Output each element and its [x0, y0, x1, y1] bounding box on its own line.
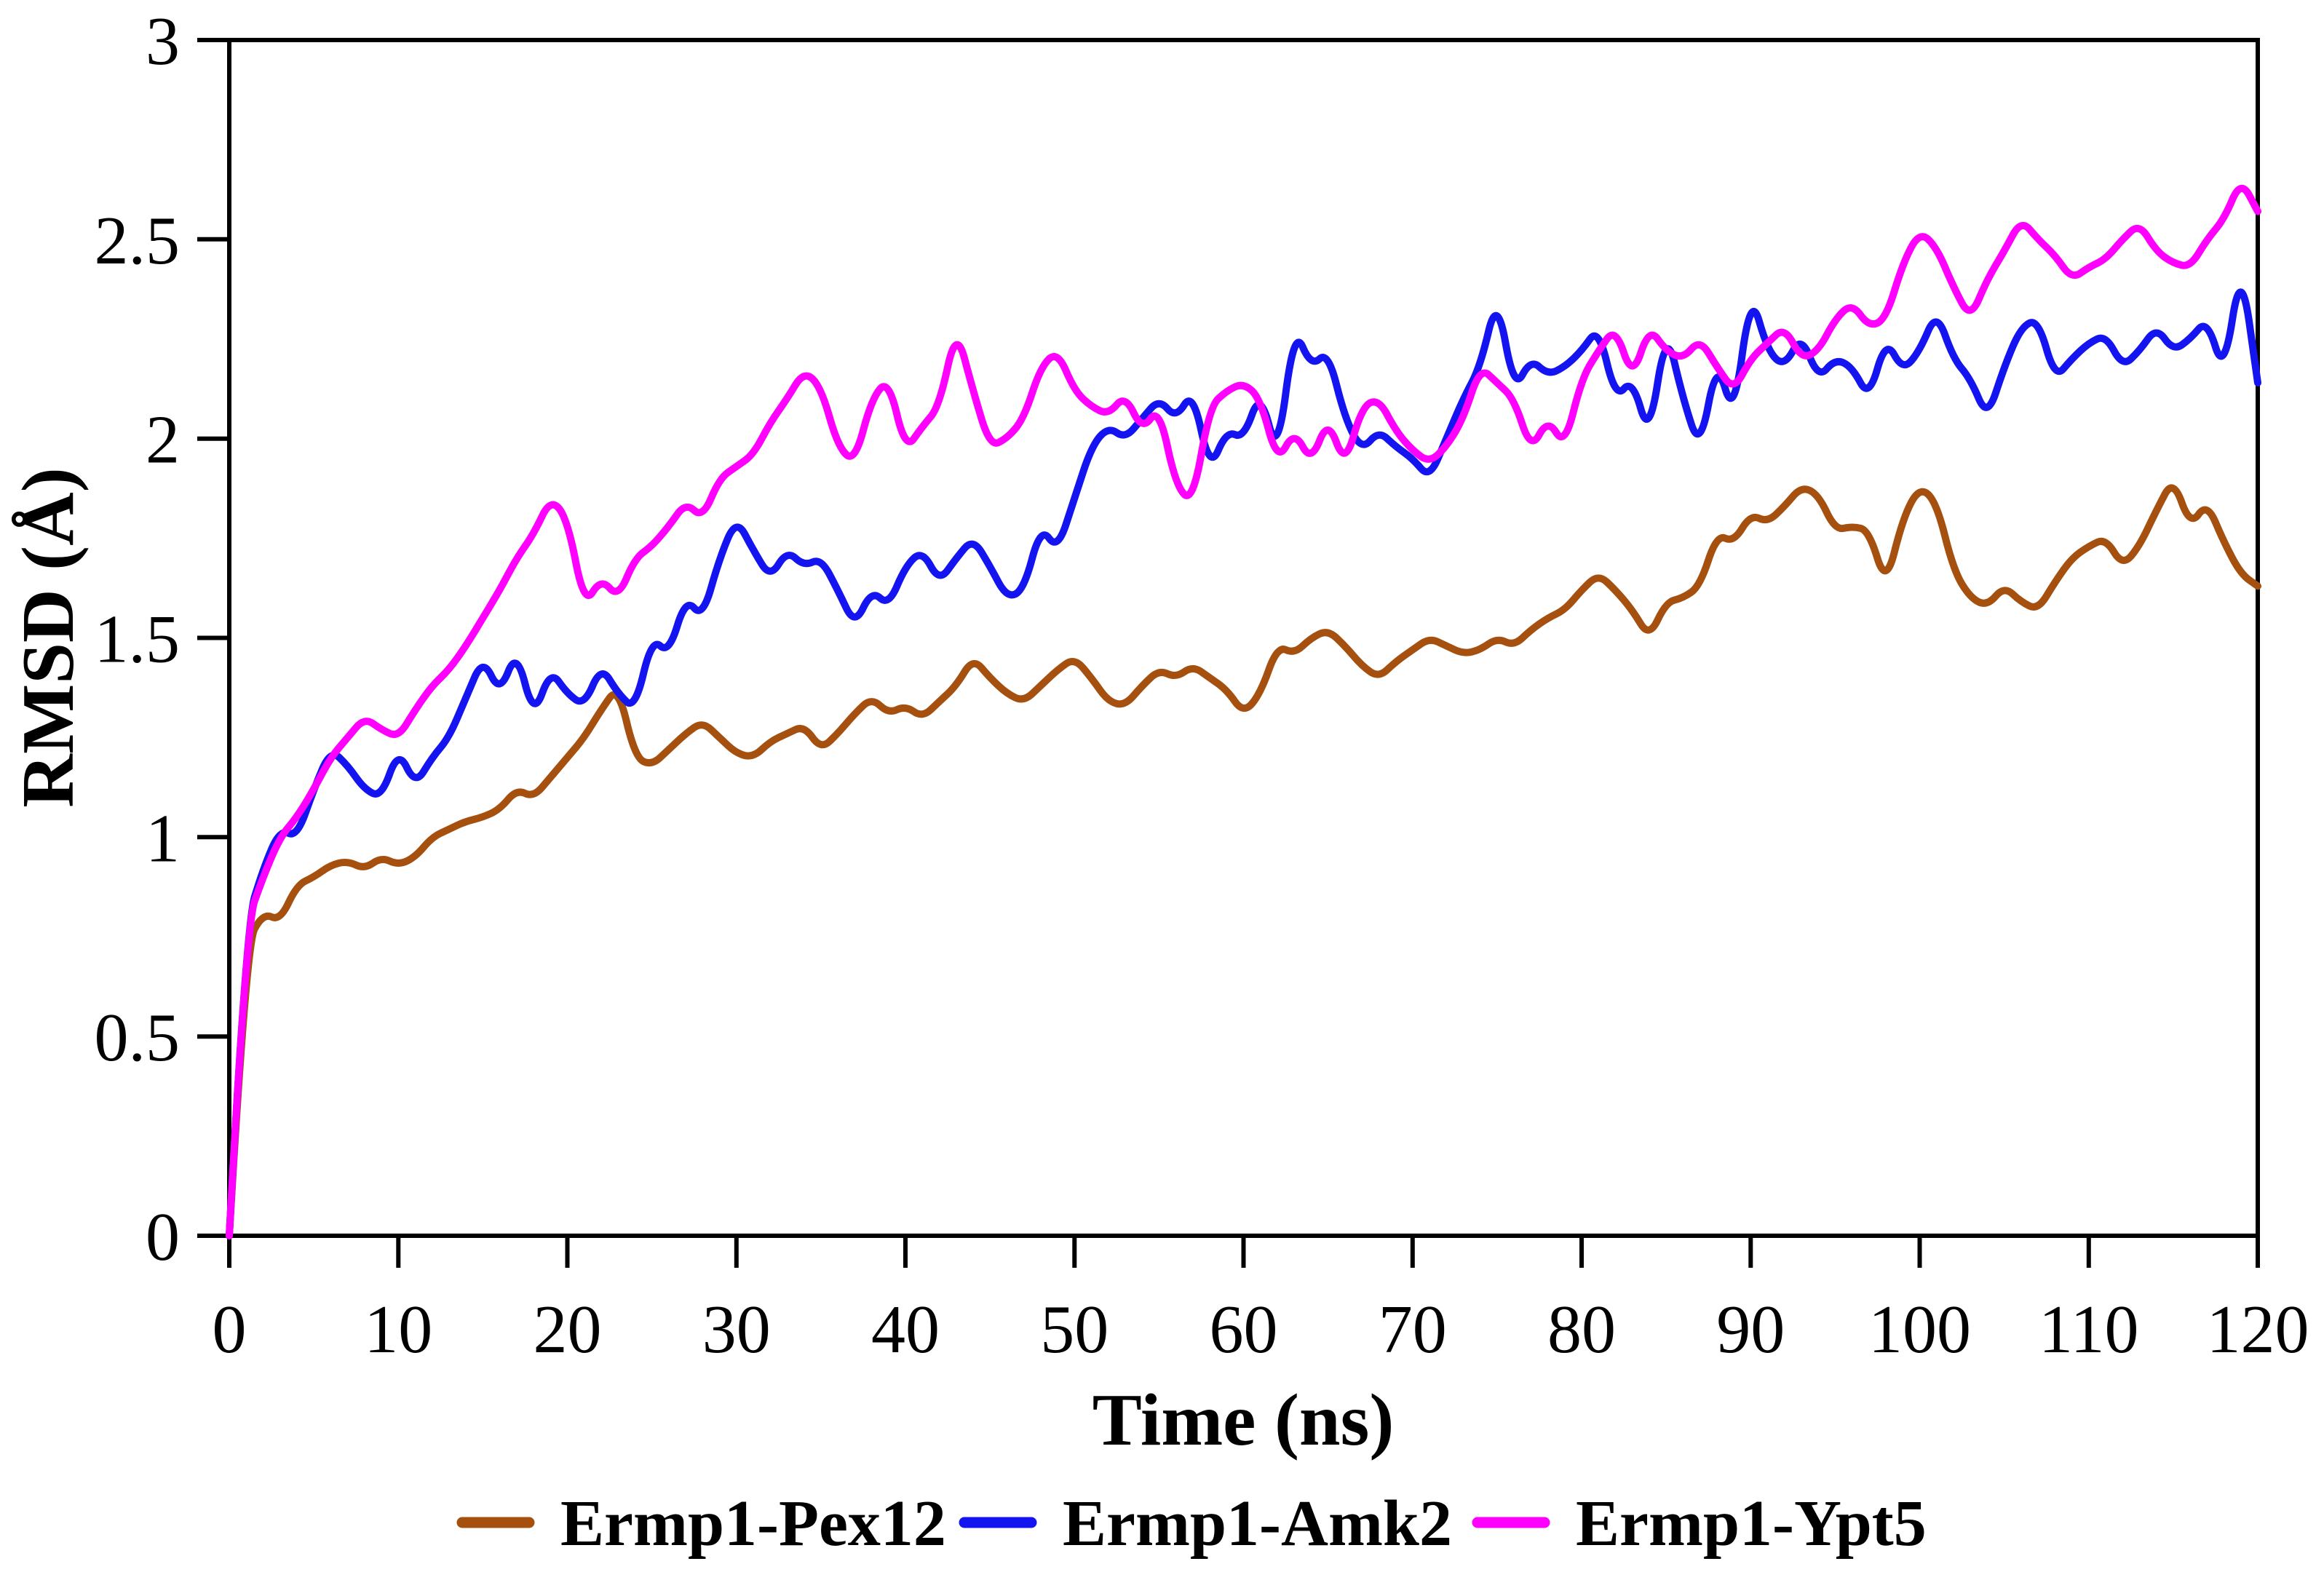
- y-tick-label: 1.5: [95, 602, 181, 678]
- axis-tick-labels: 0 10 20 30 40 50 60 70 80 90 100 110 120 0 0.5 1 1.5 2 2.5…: [95, 4, 2309, 1367]
- legend-label: Ermp1-Pex12: [560, 1488, 946, 1560]
- x-tick-label: 50: [1040, 1292, 1109, 1367]
- x-tick-label: 70: [1379, 1292, 1447, 1367]
- y-tick-label: 0: [146, 1199, 180, 1275]
- y-tick-label: 1: [146, 801, 180, 876]
- x-axis-title: Time (ns): [1092, 1379, 1395, 1461]
- series-line-ermp1-ypt5: [226, 185, 2261, 1239]
- axis-ticks: [197, 38, 2260, 1268]
- x-tick-label: 10: [364, 1292, 432, 1367]
- x-tick-label: 30: [702, 1292, 771, 1367]
- x-tick-label: 80: [1547, 1292, 1616, 1367]
- y-tick-label: 2: [146, 402, 180, 478]
- x-tick-label: 100: [1868, 1292, 1971, 1367]
- y-tick-label: 0.5: [95, 1000, 181, 1076]
- x-tick-label: 40: [871, 1292, 940, 1367]
- series-line-ermp1-amk2: [226, 288, 2261, 1239]
- legend-item-ermp1-ypt5: Ermp1-Ypt5: [1472, 1488, 1927, 1560]
- y-axis-title: RMSD (Å): [7, 467, 90, 807]
- legend-item-ermp1-pex12: Ermp1-Pex12: [456, 1488, 946, 1560]
- x-tick-label: 120: [2207, 1292, 2309, 1367]
- chart-legend: Ermp1-Pex12 Ermp1-Amk2 Ermp1-Ypt5: [456, 1488, 1927, 1560]
- plot-area-border: [227, 38, 2260, 1238]
- y-tick-label: 2.5: [95, 203, 181, 279]
- y-tick-label: 3: [146, 4, 180, 79]
- x-tick-label: 60: [1210, 1292, 1278, 1367]
- series-line-ermp1-pex12: [226, 484, 2261, 1239]
- legend-item-ermp1-amk2: Ermp1-Amk2: [959, 1488, 1452, 1560]
- x-tick-label: 0: [213, 1292, 247, 1367]
- x-tick-label: 90: [1716, 1292, 1785, 1367]
- legend-label: Ermp1-Amk2: [1063, 1488, 1452, 1560]
- series-lines: [226, 185, 2261, 1239]
- x-tick-label: 110: [2039, 1292, 2139, 1367]
- legend-label: Ermp1-Ypt5: [1576, 1488, 1927, 1560]
- x-tick-label: 20: [534, 1292, 602, 1367]
